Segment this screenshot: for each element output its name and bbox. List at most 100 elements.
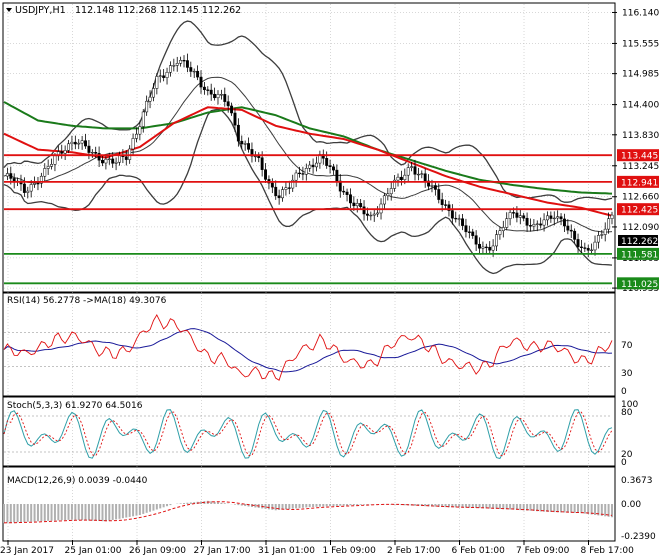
candle-body	[247, 143, 251, 150]
current-price-box	[618, 235, 658, 246]
candle-body	[590, 249, 594, 251]
candle-body	[512, 212, 515, 214]
time-tick-label: 27 Jan 17:00	[194, 546, 251, 556]
candle-body	[484, 246, 488, 249]
macd-tick-high: 0.3673	[621, 476, 653, 486]
candle-body	[546, 215, 549, 221]
candle-body	[474, 235, 478, 245]
candle-body	[145, 100, 149, 113]
stoch-tick-20: 20	[621, 450, 633, 460]
level-labels: 113.445 112.941 112.425 111.581 111.025	[617, 149, 659, 290]
stoch-tick-100: 100	[621, 400, 638, 410]
candle-body	[73, 141, 77, 145]
candle-body	[416, 173, 420, 176]
macd-signal-line	[3, 501, 613, 524]
candle-body	[359, 203, 363, 208]
candle-body	[124, 156, 128, 160]
candle-body	[131, 138, 135, 150]
candle-body	[29, 184, 33, 192]
candle-body	[382, 195, 386, 205]
candle-body	[135, 133, 138, 139]
bollinger-lower-line	[3, 108, 613, 275]
candle-body	[104, 158, 108, 164]
candle-body	[583, 247, 587, 249]
candle-body	[593, 241, 597, 251]
time-tick-label: 1 Feb 09:00	[323, 546, 377, 556]
candle-body	[138, 126, 142, 135]
price-tick-label: 115.555	[622, 39, 659, 49]
candle-body	[175, 63, 179, 66]
candle-body	[525, 217, 529, 226]
macd-label: MACD(12,26,9) 0.0039 -0.0440	[7, 476, 148, 486]
candle-body	[172, 65, 176, 67]
candle-body	[185, 60, 189, 68]
candle-body	[80, 140, 84, 144]
candle-body	[410, 166, 414, 168]
candle-body	[304, 168, 308, 175]
candle-body	[196, 70, 200, 78]
candle-body	[556, 216, 560, 219]
candle-body	[596, 235, 600, 243]
candle-body	[111, 158, 115, 164]
stoch-main-line	[3, 409, 613, 460]
candle-body	[243, 143, 247, 145]
candle-body	[260, 157, 264, 170]
candle-body	[53, 155, 57, 165]
candle-body	[437, 189, 441, 200]
candle-body	[60, 151, 64, 154]
candle-body	[277, 195, 281, 199]
candle-body	[495, 234, 498, 247]
stoch-pane-frame	[2, 396, 616, 467]
price-tick-label: 113.830	[622, 131, 659, 141]
candle-body	[430, 185, 434, 187]
candle-body	[342, 190, 346, 193]
level-label-box	[617, 149, 659, 162]
level-label-text: 111.025	[621, 280, 658, 290]
candle-body	[464, 225, 468, 233]
current-price-label: 112.262	[621, 237, 658, 247]
candle-body	[213, 93, 217, 99]
candle-body	[607, 218, 611, 230]
candle-body	[33, 182, 37, 185]
candle-body	[345, 191, 349, 195]
candle-body	[478, 243, 481, 249]
candle-body	[90, 152, 94, 154]
candle-body	[199, 76, 203, 88]
time-tick-label: 26 Jan 09:00	[129, 546, 186, 556]
candle-body	[264, 169, 267, 180]
candle-body	[508, 212, 512, 219]
candle-body	[253, 155, 257, 158]
candle-body	[311, 164, 315, 168]
candle-body	[447, 204, 451, 211]
main-price-pane	[3, 4, 614, 540]
candle-body	[454, 217, 458, 220]
candle-body	[233, 112, 237, 126]
candle-body	[362, 206, 366, 215]
candle-body	[576, 239, 580, 248]
candle-body	[413, 166, 417, 175]
stoch-signal-line	[3, 411, 613, 457]
candle-body	[386, 193, 390, 197]
candle-body	[223, 94, 227, 102]
candle-body	[236, 124, 240, 142]
candle-body	[365, 213, 369, 216]
candle-body	[505, 218, 509, 228]
candle-body	[393, 179, 397, 189]
moving-average-green-line	[3, 101, 613, 195]
candle-body	[355, 203, 359, 207]
menu-triangle-icon[interactable]	[6, 8, 12, 12]
ohlc-label: 112.148 112.268 112.145 112.262	[75, 5, 241, 16]
candle-body	[84, 140, 87, 147]
level-label-text: 111.581	[621, 250, 658, 260]
candle-body	[179, 60, 183, 64]
candle-body	[22, 183, 26, 193]
candle-body	[420, 173, 424, 175]
time-tick-label: 2 Feb 17:00	[387, 546, 441, 556]
candle-body	[219, 94, 223, 96]
candle-body	[257, 155, 261, 158]
candle-body	[281, 189, 284, 199]
time-tick-label: 7 Feb 09:00	[516, 546, 570, 556]
candle-body	[274, 186, 278, 196]
candle-body	[148, 96, 152, 102]
symbol-label: USDJPY,H1	[15, 5, 66, 16]
